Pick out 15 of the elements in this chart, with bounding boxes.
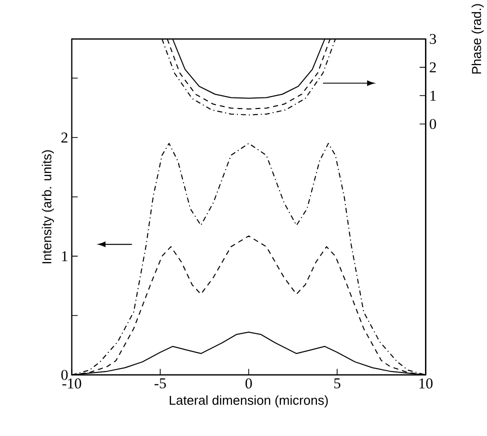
y2-tick-label: 0: [430, 119, 436, 130]
y2-tick-label: 3: [430, 34, 436, 44]
x-tick-label: -5: [154, 378, 166, 388]
x-tick-label: 5: [334, 378, 340, 388]
y2-axis-title: Phase (rad.): [472, 4, 484, 74]
x-tick-label: -10: [62, 378, 82, 389]
y2-tick-label: 1: [430, 90, 436, 101]
y-tick-label: 1: [62, 251, 68, 262]
x-axis-title: Lateral dimension (microns): [170, 395, 328, 408]
y-tick-label: 0: [61, 370, 68, 380]
x-tick-label: 10: [419, 378, 433, 389]
y2-tick-label: 2: [430, 62, 436, 72]
y-axis-title: Intensity (arb. units): [42, 150, 54, 264]
x-tick-label: 0: [246, 378, 252, 389]
y-tick-label: 2: [61, 132, 68, 143]
